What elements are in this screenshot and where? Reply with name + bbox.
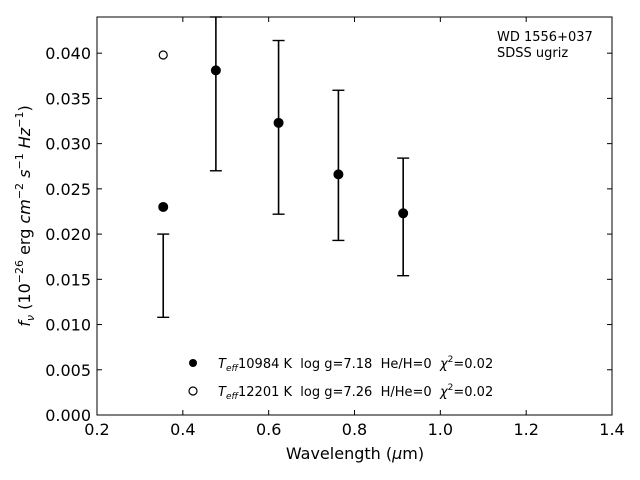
x-tick-label: 0.6 [256,420,281,439]
y-tick-label: 0.015 [45,270,91,289]
legend-entry-1: Teff10984 K log g=7.18 He/H=0 χ2=0.02 [218,355,493,374]
x-tick-label: 1.4 [599,420,624,439]
y-tick-label: 0.010 [45,316,91,335]
model-point-filled [158,201,169,212]
y-tick-label: 0.035 [45,89,91,108]
model-point-filled [210,65,221,76]
x-tick-label: 0.8 [342,420,367,439]
x-tick-label: 1.2 [513,420,538,439]
y-tick-label: 0.000 [45,406,91,425]
model-point-filled [333,169,344,180]
y-tick-label: 0.040 [45,44,91,63]
legend: Teff10984 K log g=7.18 He/H=0 χ2=0.02 Te… [188,355,493,402]
legend-marker-filled [189,359,197,367]
model-point-filled [398,208,409,219]
x-axis-label: Wavelength (μm) [286,444,424,463]
y-axis-label: fν (10−26 erg cm−2 s−1 Hz−1) [13,105,37,326]
x-tick-label: 0.4 [170,420,195,439]
y-tick-label: 0.020 [45,225,91,244]
annotation-line-2: SDSS ugriz [497,46,568,61]
legend-marker-open [188,386,198,396]
y-tick-label: 0.030 [45,135,91,154]
model-point-filled [273,117,284,128]
x-tick-label: 0.2 [84,420,109,439]
y-tick-label: 0.005 [45,361,91,380]
model-point-open [158,50,168,60]
plot-frame [96,16,613,416]
annotation-line-1: WD 1556+037 [497,30,593,45]
y-tick-label: 0.025 [45,180,91,199]
x-tick-label: 1.0 [428,420,453,439]
legend-entry-2: Teff12201 K log g=7.26 H/He=0 χ2=0.02 [218,383,493,402]
